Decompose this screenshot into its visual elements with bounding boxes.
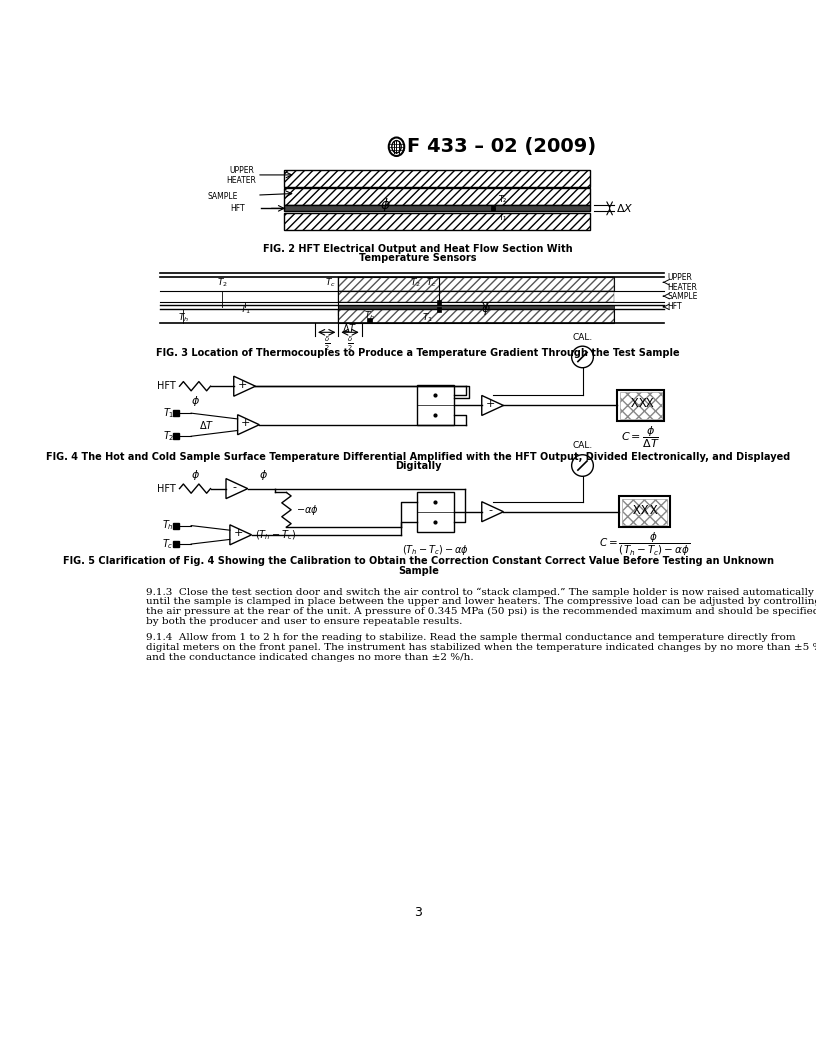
Bar bbox=[622, 498, 667, 525]
Text: $T_c$: $T_c$ bbox=[325, 277, 336, 289]
Bar bbox=[284, 170, 590, 187]
Text: X: X bbox=[641, 504, 648, 516]
Text: FIG. 2 HFT Electrical Output and Heat Flow Section With: FIG. 2 HFT Electrical Output and Heat Fl… bbox=[264, 244, 573, 253]
Bar bbox=[284, 213, 590, 230]
Bar bbox=[619, 393, 662, 418]
Text: +: + bbox=[237, 380, 246, 390]
Bar bbox=[437, 300, 441, 304]
Bar bbox=[339, 290, 614, 302]
Text: +: + bbox=[486, 399, 494, 409]
Text: 3: 3 bbox=[415, 906, 422, 920]
Text: +: + bbox=[242, 418, 251, 428]
Bar bbox=[284, 205, 590, 211]
Bar bbox=[339, 277, 614, 290]
Text: +: + bbox=[233, 528, 243, 539]
Text: 9.1.3  Close the test section door and switch the air control to “stack clamped.: 9.1.3 Close the test section door and sw… bbox=[146, 587, 814, 597]
Bar bbox=[339, 309, 614, 323]
Text: SAMPLE: SAMPLE bbox=[667, 291, 698, 301]
Text: $C = \dfrac{\phi}{(T_h - T_c) - \alpha\phi}$: $C = \dfrac{\phi}{(T_h - T_c) - \alpha\p… bbox=[599, 531, 690, 559]
Text: $-\alpha\phi$: $-\alpha\phi$ bbox=[295, 503, 318, 516]
Text: by both the producer and user to ensure repeatable results.: by both the producer and user to ensure … bbox=[146, 617, 463, 626]
Text: FIG. 5 Clarification of Fig. 4 Showing the Calibration to Obtain the Correction : FIG. 5 Clarification of Fig. 4 Showing t… bbox=[63, 557, 774, 566]
Text: HFT: HFT bbox=[667, 302, 682, 312]
Text: CAL.: CAL. bbox=[572, 333, 592, 341]
Text: $T_1$: $T_1$ bbox=[422, 312, 433, 324]
Text: $\phi$: $\phi$ bbox=[481, 300, 490, 317]
Bar bbox=[417, 492, 454, 532]
Text: $\phi$: $\phi$ bbox=[259, 469, 268, 483]
Bar bbox=[284, 188, 590, 205]
Text: $T_2$: $T_2$ bbox=[410, 277, 421, 289]
Text: $(T_h - T_c) - \alpha\phi$: $(T_h - T_c) - \alpha\phi$ bbox=[402, 543, 468, 557]
Text: $(T_h - T_c)$: $(T_h - T_c)$ bbox=[255, 528, 297, 542]
Text: HFT: HFT bbox=[157, 484, 175, 493]
Bar bbox=[339, 304, 614, 309]
Text: $T_h$: $T_h$ bbox=[364, 309, 375, 321]
Text: $\phi$: $\phi$ bbox=[190, 469, 199, 483]
Text: -: - bbox=[488, 505, 492, 515]
Text: $T_h$: $T_h$ bbox=[162, 518, 174, 532]
Text: X: X bbox=[633, 504, 641, 516]
Text: HFT: HFT bbox=[157, 381, 175, 391]
Text: X: X bbox=[638, 397, 646, 411]
Text: $T_h$: $T_h$ bbox=[178, 312, 189, 324]
Text: $T_2$: $T_2$ bbox=[217, 277, 228, 289]
Text: $\Delta T$: $\Delta T$ bbox=[199, 419, 214, 431]
Text: $C = \dfrac{\phi}{\Delta T}$: $C = \dfrac{\phi}{\Delta T}$ bbox=[621, 425, 660, 450]
Text: the air pressure at the rear of the unit. A pressure of 0.345 MPa (50 psi) is th: the air pressure at the rear of the unit… bbox=[146, 607, 816, 617]
Text: UPPER
HEATER: UPPER HEATER bbox=[667, 272, 698, 291]
Text: Temperature Sensors: Temperature Sensors bbox=[360, 253, 477, 263]
Text: $T_c$: $T_c$ bbox=[426, 277, 437, 289]
Bar bbox=[437, 307, 441, 312]
Text: -: - bbox=[233, 483, 237, 492]
Text: Sample: Sample bbox=[397, 566, 439, 576]
Text: HFT: HFT bbox=[231, 204, 246, 213]
Text: T₁: T₁ bbox=[498, 213, 507, 222]
Text: $T_1$: $T_1$ bbox=[162, 407, 174, 420]
Text: and the conductance indicated changes no more than ±2 %/h.: and the conductance indicated changes no… bbox=[146, 654, 474, 662]
Text: $\frac{\delta}{2}$: $\frac{\delta}{2}$ bbox=[324, 335, 330, 353]
Bar bbox=[618, 390, 664, 421]
Bar bbox=[491, 205, 495, 209]
Text: $\frac{\delta}{2}$: $\frac{\delta}{2}$ bbox=[347, 335, 353, 353]
Text: $\Delta X$: $\Delta X$ bbox=[616, 203, 633, 214]
Text: CAL.: CAL. bbox=[572, 441, 592, 450]
Bar bbox=[619, 496, 670, 527]
Text: SAMPLE: SAMPLE bbox=[207, 192, 237, 202]
Text: $\Delta T$: $\Delta T$ bbox=[342, 322, 357, 334]
Text: $T_2$: $T_2$ bbox=[162, 430, 174, 444]
Text: 9.1.4  Allow from 1 to 2 h for the reading to stabilize. Read the sample thermal: 9.1.4 Allow from 1 to 2 h for the readin… bbox=[146, 634, 796, 642]
Text: $T_c$: $T_c$ bbox=[162, 538, 174, 551]
Bar bbox=[367, 319, 372, 323]
Bar bbox=[491, 208, 495, 211]
Text: until the sample is clamped in place between the upper and lower heaters. The co: until the sample is clamped in place bet… bbox=[146, 598, 816, 606]
Text: F 433 – 02 (2009): F 433 – 02 (2009) bbox=[407, 137, 596, 156]
Text: Digitally: Digitally bbox=[395, 460, 441, 471]
Bar bbox=[339, 309, 614, 323]
Text: X: X bbox=[631, 397, 638, 411]
Text: digital meters on the front panel. The instrument has stabilized when the temper: digital meters on the front panel. The i… bbox=[146, 643, 816, 653]
Bar bbox=[417, 385, 454, 426]
Text: X: X bbox=[646, 397, 654, 411]
Text: FIG. 4 The Hot and Cold Sample Surface Temperature Differential Amplified with t: FIG. 4 The Hot and Cold Sample Surface T… bbox=[46, 452, 791, 461]
Bar bbox=[284, 170, 590, 187]
Text: $\phi$: $\phi$ bbox=[379, 196, 390, 214]
Text: UPPER
HEATER: UPPER HEATER bbox=[227, 166, 256, 185]
Text: FIG. 3 Location of Thermocouples to Produce a Temperature Gradient Through the T: FIG. 3 Location of Thermocouples to Prod… bbox=[157, 347, 680, 358]
Bar bbox=[284, 188, 590, 205]
Text: T₂: T₂ bbox=[498, 194, 506, 204]
Text: $T_1$: $T_1$ bbox=[240, 304, 251, 317]
Bar bbox=[284, 213, 590, 230]
Bar bbox=[339, 277, 614, 290]
Text: X: X bbox=[650, 504, 658, 516]
Text: $\phi$: $\phi$ bbox=[190, 394, 199, 408]
